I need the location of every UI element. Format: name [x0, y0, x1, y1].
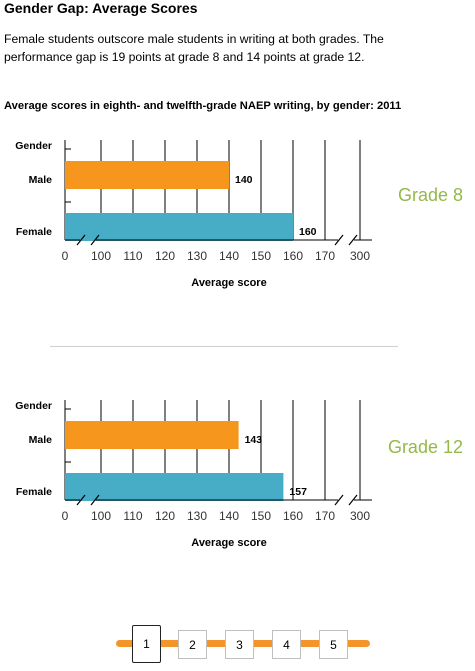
bar-male — [65, 161, 229, 189]
bar-female — [65, 213, 293, 241]
tick-label: 150 — [251, 509, 271, 523]
tick-label: 140 — [219, 509, 239, 523]
page-button-1[interactable]: 1 — [132, 625, 161, 663]
tick-label: 300 — [350, 249, 370, 263]
tick-label: 110 — [123, 509, 142, 523]
category-label-male: Male — [29, 434, 53, 446]
data-label-male: 143 — [245, 434, 263, 446]
tick-label: 120 — [155, 249, 175, 263]
tick-label: 160 — [283, 249, 303, 263]
tick-label: 0 — [62, 249, 69, 263]
data-label-male: 140 — [235, 174, 253, 186]
category-label-male: Male — [29, 174, 53, 186]
grade-label: Grade 8 — [398, 185, 463, 205]
tick-label: 130 — [187, 509, 207, 523]
tick-label: 130 — [187, 249, 207, 263]
x-axis-label: Average score — [191, 537, 266, 549]
chart-grade-12: Gender Male 143 Female 157 0 100 110 120 130 140 15… — [15, 400, 463, 549]
chart-heading: Average scores in eighth- and twelfth-gr… — [4, 100, 402, 112]
description: Female students outscore male students i… — [4, 32, 384, 64]
axis-break-mark — [76, 494, 100, 506]
tick-label: 160 — [283, 509, 303, 523]
axis-break-mark — [334, 494, 358, 506]
category-label-female: Female — [16, 226, 52, 238]
page-title: Gender Gap: Average Scores — [4, 0, 198, 16]
tick-label: 170 — [315, 509, 335, 523]
category-header: Gender — [15, 140, 52, 152]
tick-label: 0 — [62, 509, 69, 523]
tick-label: 150 — [251, 249, 271, 263]
page-button-4[interactable]: 4 — [272, 630, 301, 659]
grade-label: Grade 12 — [388, 437, 463, 457]
axis-break-mark — [76, 234, 100, 246]
axis-break-mark — [334, 234, 358, 246]
page-button-2[interactable]: 2 — [178, 630, 207, 659]
tick-label: 120 — [155, 509, 175, 523]
data-label-female: 157 — [289, 486, 307, 498]
chart-grade-8: Gender Male 140 Female 160 0 100 110 120 130 140 15… — [15, 140, 463, 289]
bar-female — [65, 473, 284, 501]
tick-label: 300 — [350, 509, 370, 523]
page-button-3[interactable]: 3 — [225, 630, 254, 659]
bar-male — [65, 421, 239, 449]
tick-label: 170 — [315, 249, 335, 263]
tick-label: 100 — [91, 509, 111, 523]
category-header: Gender — [15, 400, 52, 412]
chart-separator — [50, 346, 398, 347]
x-axis-label: Average score — [191, 277, 266, 289]
tick-label: 140 — [219, 249, 239, 263]
page-button-5[interactable]: 5 — [319, 630, 348, 659]
tick-label: 110 — [123, 249, 142, 263]
tick-label: 100 — [91, 249, 111, 263]
data-label-female: 160 — [299, 226, 317, 238]
category-label-female: Female — [16, 486, 52, 498]
